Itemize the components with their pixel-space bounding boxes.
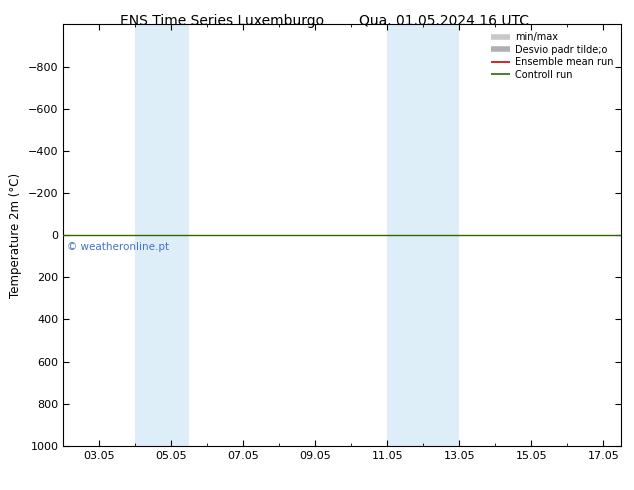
Y-axis label: Temperature 2m (°C): Temperature 2m (°C) (10, 172, 22, 298)
Text: Qua. 01.05.2024 16 UTC: Qua. 01.05.2024 16 UTC (359, 14, 529, 28)
Bar (387, 24, 460, 446)
Text: © weatheronline.pt: © weatheronline.pt (67, 242, 169, 252)
Bar (136, 24, 190, 446)
Text: ENS Time Series Luxemburgo: ENS Time Series Luxemburgo (120, 14, 324, 28)
Legend: min/max, Desvio padr tilde;o, Ensemble mean run, Controll run: min/max, Desvio padr tilde;o, Ensemble m… (488, 29, 616, 82)
